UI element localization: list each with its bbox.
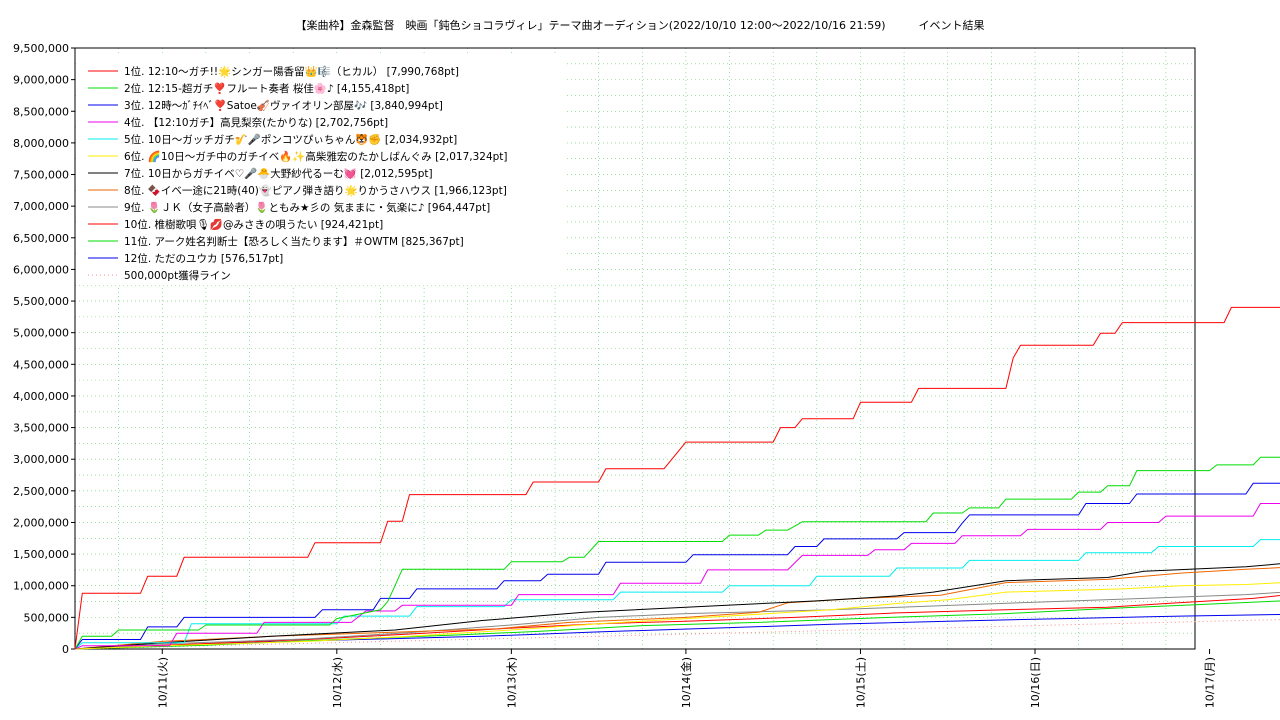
series-line-1 xyxy=(74,306,1280,650)
y-tick-label: 3,000,000 xyxy=(13,453,69,466)
y-tick-label: 1,000,000 xyxy=(13,580,69,593)
y-tick-label: 2,500,000 xyxy=(13,485,69,498)
y-tick-label: 500,000 xyxy=(24,611,70,624)
y-tick-label: 6,500,000 xyxy=(13,232,69,245)
y-tick-label: 4,500,000 xyxy=(13,358,69,371)
plot-frame xyxy=(74,47,1196,650)
y-tick-label: 9,500,000 xyxy=(13,42,69,55)
y-tick-label: 7,500,000 xyxy=(13,169,69,182)
y-tick-label: 3,500,000 xyxy=(13,422,69,435)
legend-layer: 1位. 12:10〜ガチ!!🌟シンガー陽香留👑🎼（ヒカル） [7,990,768… xyxy=(76,56,566,285)
series-line-10 xyxy=(74,594,1280,650)
legend-entry: 5位. 10日〜ガッチガチ🎷🎤ポンコツぴぃちゃん🐯✊ [2,034,932pt] xyxy=(124,133,457,146)
x-tick-label: 10/15(土) xyxy=(854,657,867,708)
legend-box xyxy=(76,56,566,285)
axis-layer: 0 500,000 1,000,000 1,500,000 2,000,000 2,500… xyxy=(13,42,1217,708)
chart-title: 【楽曲枠】金森監督 映画「鈍色ショコラヴィレ」テーマ曲オーディション(2022/… xyxy=(295,19,985,32)
legend-entry: 6位. 🌈10日〜ガチ中のガチイベ🔥✨高柴雅宏のたかしばんぐみ [2,017,3… xyxy=(124,150,508,163)
legend-entry: 10位. 椎樹歌唄🎙💋@みさきの唄うたい [924,421pt] xyxy=(124,218,383,231)
series-line-6 xyxy=(74,582,1280,650)
legend-entry: 1位. 12:10〜ガチ!!🌟シンガー陽香留👑🎼（ヒカル） [7,990,768… xyxy=(124,65,459,78)
y-tick-label: 0 xyxy=(62,643,69,656)
series-line-9 xyxy=(74,591,1280,650)
x-tick-label: 10/13(木) xyxy=(505,657,518,708)
x-tick-label: 10/14(金) xyxy=(679,657,693,708)
y-tick-label: 5,000,000 xyxy=(13,327,69,340)
y-tick-label: 6,000,000 xyxy=(13,263,69,276)
y-tick-label: 5,500,000 xyxy=(13,295,69,308)
legend-entry: 4位. 【12:10ガチ】高見梨奈(たかりな) [2,702,756pt] xyxy=(124,116,388,129)
x-tick-label: 10/12(水) xyxy=(331,657,344,708)
y-tick-label: 8,500,000 xyxy=(13,105,69,118)
series-line-2 xyxy=(74,456,1280,650)
series-line-4 xyxy=(74,503,1280,650)
y-tick-label: 2,000,000 xyxy=(13,516,69,529)
y-tick-label: 8,000,000 xyxy=(13,137,69,150)
legend-entry: 7位. 10日からガチイベ♡🎤🐣大野紗代るーむ💓 [2,012,595pt] xyxy=(124,167,433,180)
legend-entry: 8位. 🍫イベ一途に21時(40)👻ピアノ弾き語り🌟りかうさハウス [1,966… xyxy=(124,184,507,197)
legend-entry: 9位. 🌷ＪＫ（女子高齢者）🌷ともみ★彡の 気ままに・気楽に♪ [964,447… xyxy=(124,201,490,214)
y-tick-label: 7,000,000 xyxy=(13,200,69,213)
series-line-7 xyxy=(74,563,1280,650)
legend-entry: 2位. 12:15-超ガチ❣️フルート奏者 桜佳🌸♪ [4,155,418pt] xyxy=(124,82,409,95)
x-tick-label: 10/16(日) xyxy=(1029,657,1042,708)
legend-entry: 3位. 12時〜ｶﾞﾁｲﾍﾞ❣️Satoe🎻ヴァイオリン部屋🎶 [3,840,9… xyxy=(124,99,443,112)
legend-entry: 12位. ただのユウカ [576,517pt] xyxy=(124,252,283,265)
y-tick-label: 1,500,000 xyxy=(13,548,69,561)
y-tick-label: 9,000,000 xyxy=(13,74,69,87)
legend-entry: 11位. アーク姓名判断士【恐ろしく当たります】＃OWTM [825,367pt… xyxy=(124,235,464,248)
x-tick-label: 10/17(月) xyxy=(1204,657,1217,708)
series-line-5 xyxy=(74,539,1280,650)
y-tick-label: 4,000,000 xyxy=(13,390,69,403)
series-layer xyxy=(74,306,1280,650)
legend-entry: 500,000pt獲得ライン xyxy=(124,269,231,282)
x-tick-label: 10/11(火) xyxy=(156,657,169,708)
series-line-3 xyxy=(74,482,1280,650)
